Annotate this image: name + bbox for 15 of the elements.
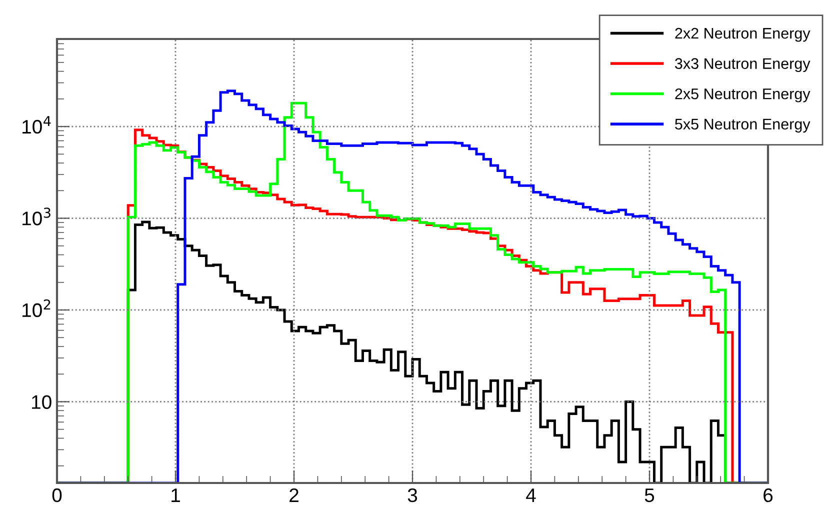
x-tick-label: 0: [52, 488, 62, 502]
y-tick-label: 10$^{2}$: [22, 299, 50, 318]
y-tick-label: 10$^{3}$: [22, 208, 50, 226]
legend-label: 2x2 Neutron Energy: [675, 28, 810, 42]
legend-label: 5x5 Neutron Energy: [675, 118, 810, 133]
legend-label: 2x5 Neutron Energy: [675, 88, 810, 102]
x-tick-label: 1: [172, 488, 180, 502]
y-tick-label: 10$^{4}$: [22, 116, 51, 134]
x-tick-label: 3: [408, 488, 418, 502]
y-tick-label: 10: [32, 395, 52, 409]
x-tick-label: 5: [644, 488, 654, 502]
x-tick-label: 2: [290, 488, 298, 502]
legend-label: 3x3 Neutron Energy: [675, 58, 810, 72]
x-tick-label: 6: [764, 488, 773, 502]
x-tick-label: 4: [526, 488, 536, 502]
